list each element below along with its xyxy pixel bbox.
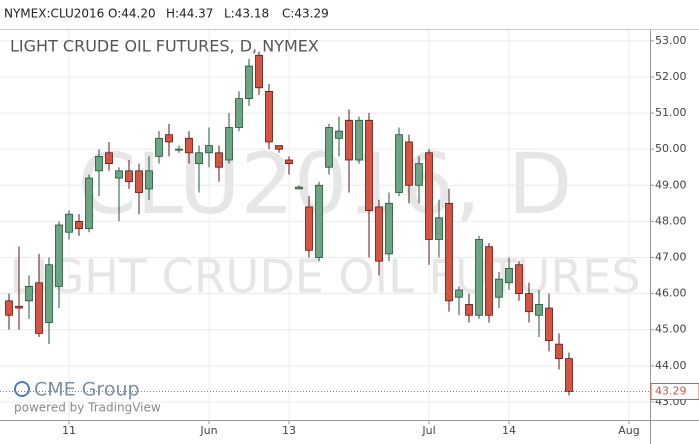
candle-body [195,152,203,165]
candle-body [25,285,33,302]
candle-body [175,148,183,151]
candle-body [555,343,563,360]
y-tick-label: 47.00 [655,251,687,264]
x-tick-label: 13 [282,424,296,437]
candle-body [335,130,343,139]
candle-body [565,358,573,392]
candle-body [225,127,233,161]
candle-body [355,119,363,161]
candle-body [305,206,313,251]
grid-group [0,30,654,420]
header-symbol: NYMEX:CLU2016 [4,7,104,21]
candle-body [125,170,133,183]
candle-body [505,267,513,284]
logo: CME Group powered by TradingView [14,379,161,415]
candle-body [15,305,23,309]
candle-body [75,220,83,230]
candle-body [275,145,283,150]
candle-body [205,145,213,154]
logo-text: CME Group [34,379,140,401]
candle-body [185,137,193,154]
x-tick-label: 14 [502,424,516,437]
watermark-text: LIGHT CRUDE OIL FUTURES [9,250,640,304]
candle-body [405,141,413,186]
candle-body [435,217,443,240]
candle-body [295,186,303,190]
candle-body [415,163,423,186]
candle-body [85,177,93,230]
candle-body [445,202,453,302]
y-tick-label: 48.00 [655,214,687,227]
chart-title: LIGHT CRUDE OIL FUTURES, D, NYMEX [10,37,319,56]
x-tick-label: Jul [421,424,435,437]
candle-body [395,134,403,193]
candle-body [315,184,323,258]
candle-body [65,213,73,233]
candle-body [345,119,353,161]
candle-body [535,304,543,316]
y-tick-label: 53.00 [655,34,687,47]
y-tick-label: 50.00 [655,142,687,155]
candle-body [45,264,53,323]
header-value: H:44.37 [166,7,213,21]
candle-body [35,282,43,334]
candle-body [155,137,163,157]
candle-body [235,98,243,128]
candle-body [515,264,523,295]
candle-body [285,159,293,165]
x-tick-label: 11 [62,424,76,437]
candle-body [375,206,383,262]
candle-body [425,152,433,240]
y-tick-label: 49.00 [655,178,687,191]
candle-body [475,239,483,316]
y-tick-label: 46.00 [655,287,687,300]
y-tick-label: 44.00 [655,359,687,372]
candle-body [265,90,273,143]
candle-body [465,304,473,316]
x-tick-label: Jun [199,424,217,437]
candle-body [365,119,373,211]
last-price-label: 43.29 [655,384,687,397]
header-value: O:44.20 [108,7,156,21]
candle-body [215,152,223,168]
candle-body [525,293,533,313]
candle-body [255,54,263,89]
x-tick-label: Aug [618,424,639,437]
candle-body [55,224,63,287]
candle-body [105,152,113,165]
candle-body [485,246,493,316]
header-value: L:43.18 [224,7,269,21]
candle-body [385,202,393,255]
y-tick-label: 51.00 [655,106,687,119]
candle-body [545,307,553,341]
candle-body [165,134,173,143]
candle-body [495,278,503,298]
candle-body [455,289,463,298]
last-price-tag [650,382,699,400]
candle-body [135,170,143,193]
candle-body [145,170,153,190]
candle-body [325,127,333,168]
candle-body [245,65,253,100]
candle-body [95,155,103,172]
y-tick-label: 52.00 [655,70,687,83]
candle-body [5,300,13,316]
y-tick-label: 45.00 [655,323,687,336]
credit-text: powered by TradingView [14,401,161,415]
logo-icon [14,381,30,397]
header-value: C:43.29 [282,7,329,21]
candle-body [115,170,123,179]
candles-group [5,51,573,396]
